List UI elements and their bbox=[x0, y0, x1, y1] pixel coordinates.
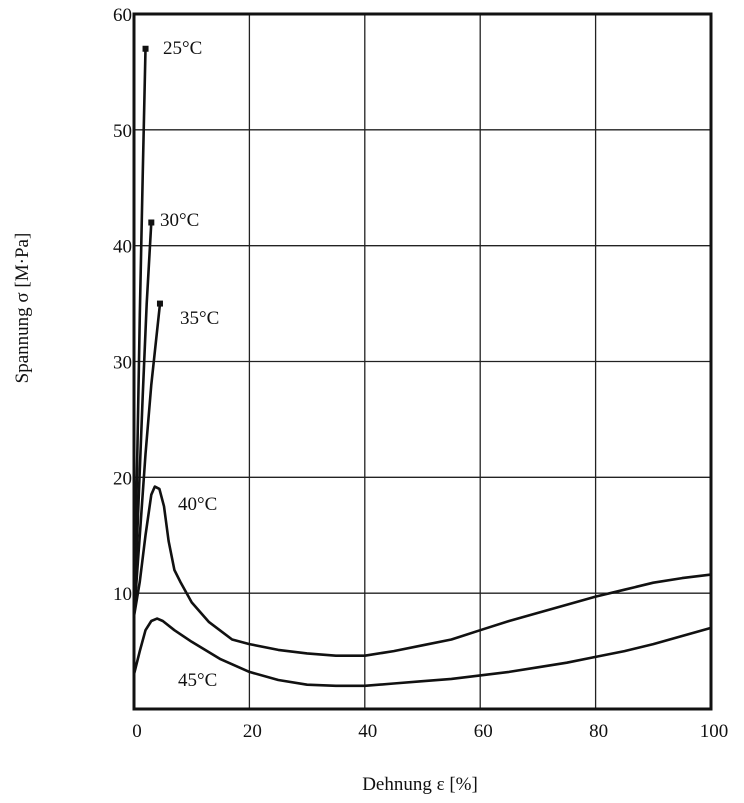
y-tick-label: 50 bbox=[113, 121, 132, 142]
tick-labels: 0 20 40 60 80 100 10 20 30 40 50 60 bbox=[113, 5, 728, 742]
x-tick-label: 100 bbox=[700, 721, 729, 742]
series-end-marker-0 bbox=[142, 45, 149, 52]
curve-label-45c: 45°C bbox=[178, 670, 217, 691]
curves bbox=[132, 47, 713, 688]
curve-label-40c: 40°C bbox=[178, 494, 217, 515]
plot-frame bbox=[132, 12, 713, 711]
series-end-marker-1 bbox=[148, 219, 155, 226]
x-tick-label: 80 bbox=[589, 721, 608, 742]
series-line-4 bbox=[132, 617, 713, 688]
curve-label-35c: 35°C bbox=[180, 308, 219, 329]
y-tick-label: 30 bbox=[113, 353, 132, 374]
y-tick-label: 60 bbox=[113, 5, 132, 26]
grid bbox=[134, 14, 711, 709]
series-end-marker-2 bbox=[156, 300, 163, 307]
x-axis-label: Dehnung ε [%] bbox=[362, 774, 478, 795]
x-tick-label: 20 bbox=[243, 721, 262, 742]
curve-label-25c: 25°C bbox=[163, 38, 202, 59]
series-line-0 bbox=[132, 47, 147, 618]
series-line-3 bbox=[132, 485, 713, 657]
y-axis-label: Spannung σ [M·Pa] bbox=[12, 233, 33, 384]
series-line-2 bbox=[132, 302, 162, 618]
x-tick-label: 60 bbox=[474, 721, 493, 742]
y-tick-label: 10 bbox=[113, 584, 132, 605]
curve-end-markers bbox=[142, 45, 163, 307]
series-line-1 bbox=[132, 221, 153, 618]
y-tick-label: 40 bbox=[113, 237, 132, 258]
x-tick-label: 40 bbox=[358, 721, 377, 742]
y-tick-label: 20 bbox=[113, 468, 132, 489]
x-tick-label: 0 bbox=[132, 721, 142, 742]
curve-label-30c: 30°C bbox=[160, 210, 199, 231]
